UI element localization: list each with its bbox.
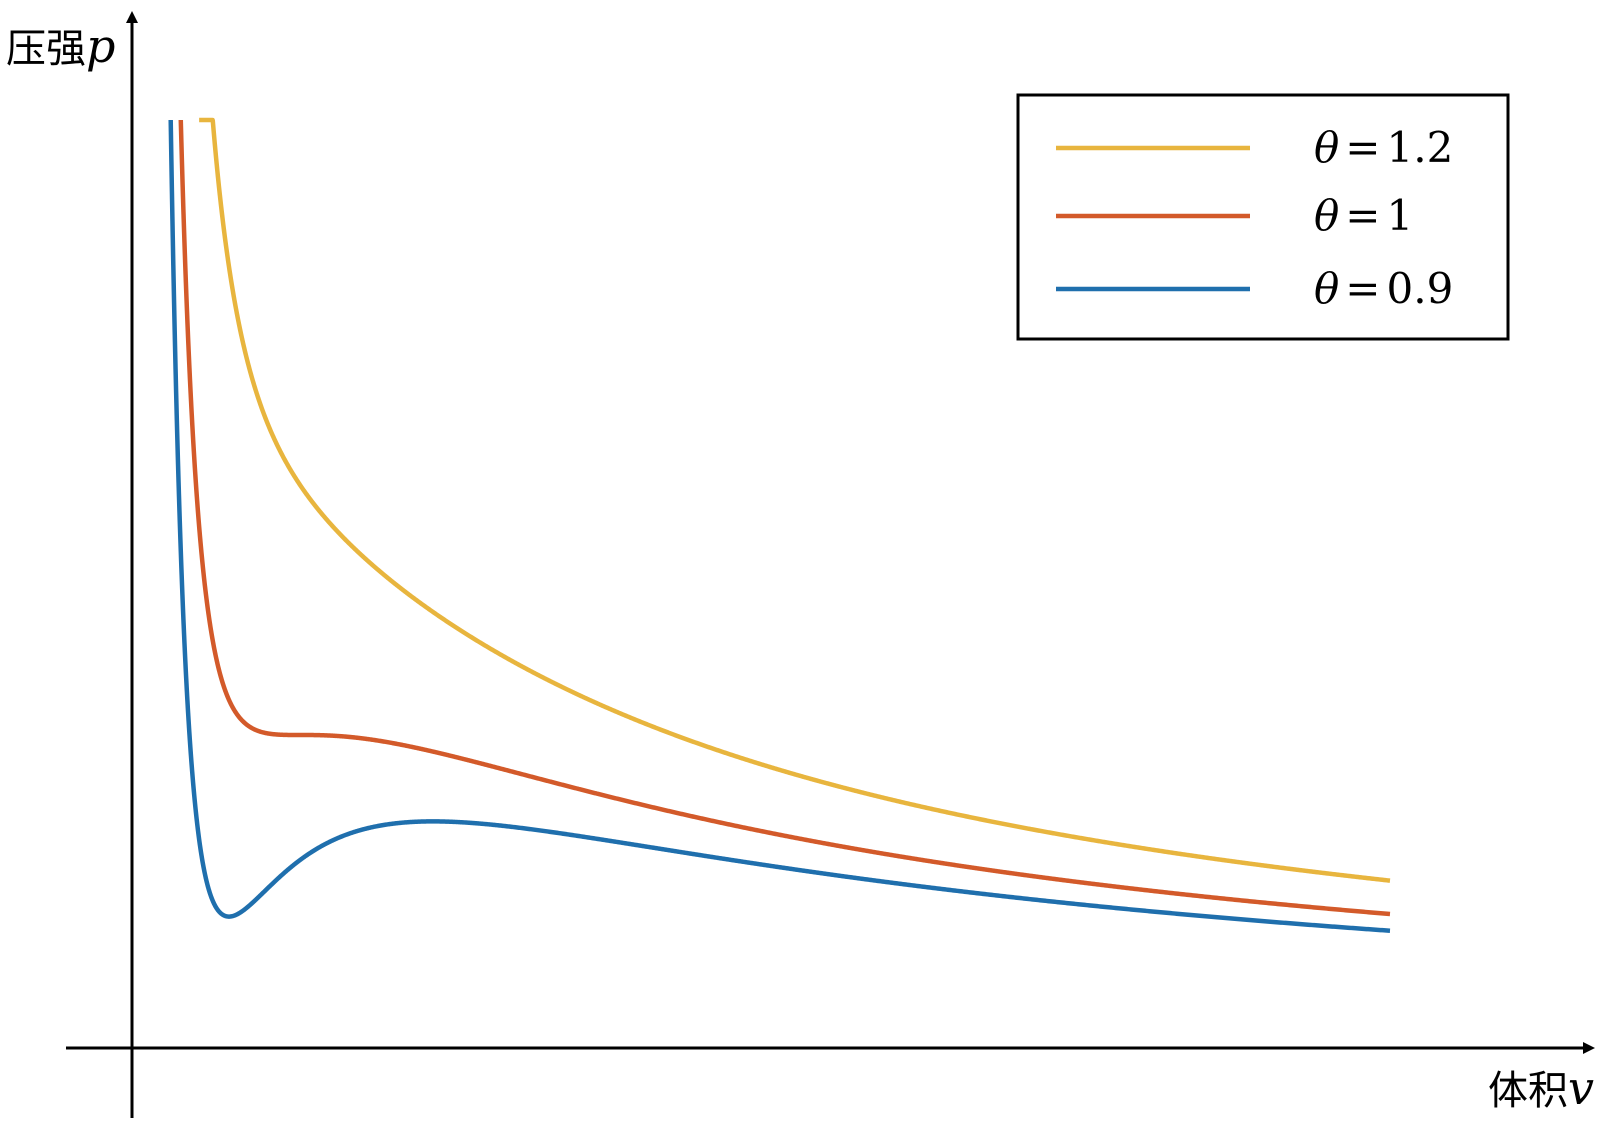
series-line-1 xyxy=(178,117,1391,917)
legend-value-2: 0.9 xyxy=(1387,264,1454,313)
legend-value-0: 1.2 xyxy=(1387,123,1454,172)
legend-symbol-0: θ xyxy=(1314,123,1339,172)
legend-entry-2: θ = 0.9 xyxy=(1056,264,1453,313)
legend-entry-1: θ = 1 xyxy=(1056,191,1413,240)
x-axis-label: 体积v xyxy=(1488,1061,1594,1115)
legend-eq-2: = xyxy=(1345,264,1380,313)
x-axis-label-symbol: v xyxy=(1568,1061,1594,1115)
legend-eq-1: = xyxy=(1345,191,1380,240)
legend-symbol-1: θ xyxy=(1314,191,1339,240)
legend-value-1: 1 xyxy=(1387,191,1414,240)
series-group xyxy=(168,117,1391,933)
legend: θ = 1.2 θ = 1 θ = 0.9 xyxy=(1016,93,1510,341)
x-axis-label-text: 体积 xyxy=(1488,1068,1568,1114)
series-line-2 xyxy=(168,117,1391,933)
y-axis-label-text: 压强 xyxy=(6,26,86,72)
y-axis-label: 压强p xyxy=(6,19,115,73)
legend-label-1: θ = 1 xyxy=(1314,191,1413,240)
y-axis-label-symbol: p xyxy=(86,19,115,73)
legend-eq-0: = xyxy=(1345,123,1380,172)
legend-entry-0: θ = 1.2 xyxy=(1056,123,1453,172)
series-line-0 xyxy=(196,117,1391,883)
legend-label-2: θ = 0.9 xyxy=(1314,264,1453,313)
legend-symbol-2: θ xyxy=(1314,264,1339,313)
legend-label-0: θ = 1.2 xyxy=(1314,123,1453,172)
